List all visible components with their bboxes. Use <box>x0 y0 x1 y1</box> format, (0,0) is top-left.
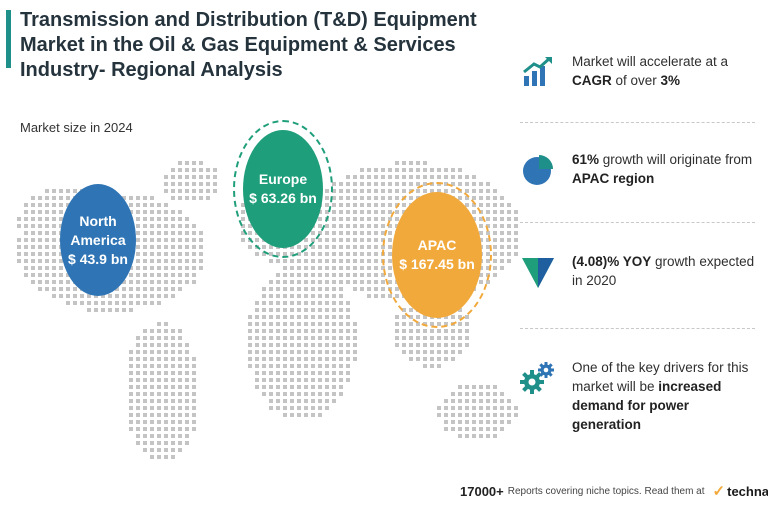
insight-driver-pre: One of the key drivers for this market w… <box>572 360 749 394</box>
region-name: Europe <box>258 171 308 187</box>
insight-driver: One of the key drivers for this market w… <box>520 358 760 434</box>
insight-yoy-bold1: (4.08)% YOY <box>572 254 652 269</box>
insight-apac-bold2: APAC region <box>572 171 655 186</box>
insight-cagr: Market will accelerate at a CAGR of over… <box>520 52 760 90</box>
apac-bubble: APAC $ 167.45 bn <box>392 192 482 318</box>
gears-icon <box>520 362 554 394</box>
region-name: North <box>79 212 117 229</box>
region-value: $ 167.45 bn <box>399 256 475 272</box>
insight-apac-text: 61% growth will originate from APAC regi… <box>572 150 757 188</box>
region-value: $ 43.9 bn <box>68 250 128 267</box>
page-subtitle: Market size in 2024 <box>20 120 133 135</box>
title-accent-bar <box>6 10 11 68</box>
insight-yoy-text: (4.08)% YOY growth expected in 2020 <box>572 252 757 290</box>
page-title: Transmission and Distribution (T&D) Equi… <box>20 8 500 83</box>
europe-bubble: Europe $ 63.26 bn <box>243 130 323 248</box>
insight-cagr-bold1: CAGR <box>572 73 612 88</box>
insight-apac-share: 61% growth will originate from APAC regi… <box>520 150 760 188</box>
insight-yoy: (4.08)% YOY growth expected in 2020 <box>520 252 760 290</box>
region-name-line2: America <box>70 231 126 248</box>
north-america-bubble: North America $ 43.9 bn <box>60 184 136 296</box>
insight-apac-mid: growth will originate from <box>599 152 753 167</box>
divider <box>520 222 755 223</box>
region-value: $ 63.26 bn <box>249 190 317 206</box>
technavio-logo[interactable]: ✓ technavio <box>713 482 768 500</box>
apac-ring <box>382 182 492 328</box>
insight-cagr-bold2: 3% <box>660 73 681 88</box>
insight-driver-bold1: increased demand for power generation <box>572 379 722 432</box>
title-line-1: Transmission and Distribution (T&D) Equi… <box>20 9 477 31</box>
region-name: APAC <box>417 237 457 253</box>
pie-chart-icon <box>523 155 553 185</box>
title-line-2: Market in the Oil & Gas Equipment & Serv… <box>20 34 456 56</box>
insight-cagr-text: Market will accelerate at a CAGR of over… <box>572 52 757 90</box>
footer: 17000+ Reports covering niche topics. Re… <box>460 478 768 504</box>
insight-apac-bold1: 61% <box>572 152 600 167</box>
down-triangle-icon <box>522 258 554 288</box>
technavio-mark-icon: ✓ <box>712 483 726 500</box>
footer-count: 17000+ <box>460 483 504 499</box>
title-line-3: Industry- Regional Analysis <box>20 59 283 81</box>
insight-cagr-mid: of over <box>611 73 661 88</box>
insight-cagr-pre: Market will accelerate at a <box>572 54 729 69</box>
technavio-brand: technavio <box>727 483 768 499</box>
insight-driver-text: One of the key drivers for this market w… <box>572 358 757 434</box>
europe-ring <box>233 120 333 258</box>
chart-growth-icon <box>523 56 552 86</box>
insight-yoy-mid: growth expected in 2020 <box>572 254 755 288</box>
footer-text: Reports covering niche topics. Read them… <box>507 485 705 497</box>
divider <box>520 122 755 123</box>
divider <box>520 328 755 329</box>
